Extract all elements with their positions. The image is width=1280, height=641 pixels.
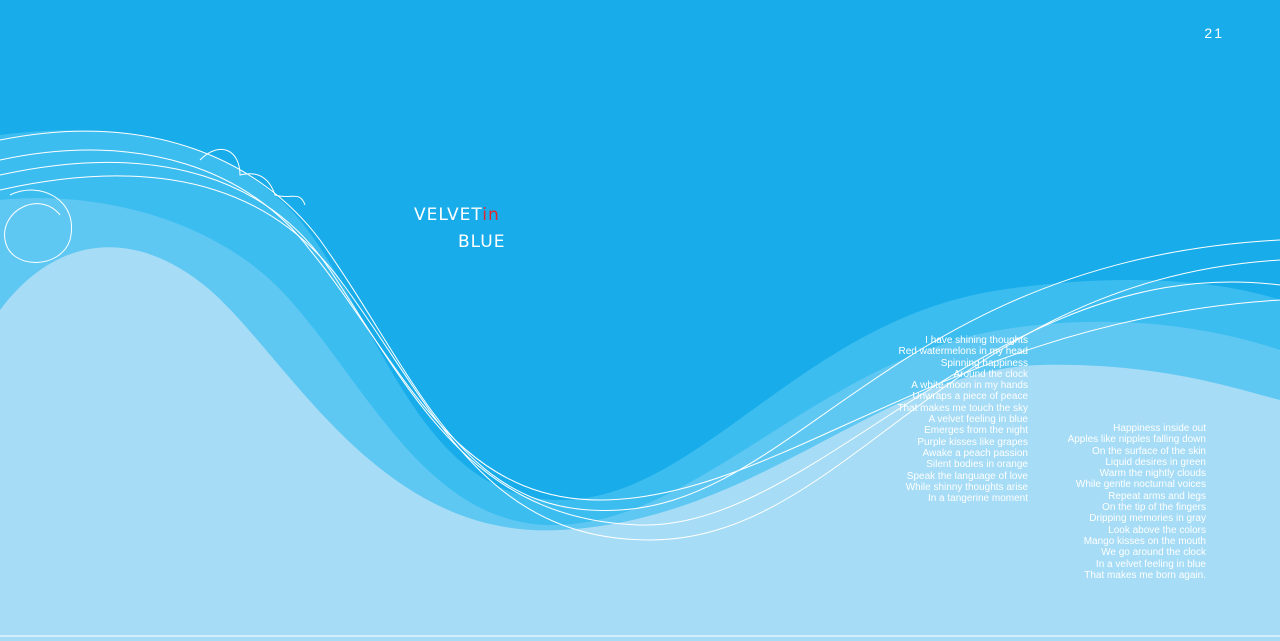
poem-line: Red watermelons in my head [898,346,1028,358]
poem-line: A white moon in my hands [911,380,1028,392]
page-number: 21 [1204,25,1224,41]
title-word: in [482,205,500,225]
poem-line: Happiness inside out [1113,423,1206,434]
poem-line: Look above the colors [1108,524,1206,536]
poem-line: Mango kisses on the mouth [1083,535,1206,547]
poem-line: Around the clock [953,368,1029,380]
poem-line: A velvet feeling in blue [928,414,1028,426]
poem-line: In a tangerine moment [927,493,1028,505]
poem-line: Unwraps a piece of peace [912,391,1028,403]
poem-line: That makes me touch the sky [897,402,1028,414]
poem-line: Emerges from the night [924,425,1028,437]
poem: Happiness inside out Apples like nipples … [1068,423,1206,581]
poem-line: Apples like nipples falling down [1067,434,1206,446]
poem-line: Spinning happiness [940,357,1028,369]
poem-line: Repeat arms and legs [1108,490,1206,502]
poem-line: In a velvet feeling in blue [1095,558,1206,570]
poem-line: Awake a peach passion [922,447,1028,459]
poem-line: Warm the nightly clouds [1099,468,1206,480]
poem-line: Silent bodies in orange [926,459,1028,471]
poem-line: On the surface of the skin [1092,445,1206,457]
poem-line: While gentle nocturnal voices [1075,479,1206,491]
title-word: BLUE [458,232,506,252]
poem-line: Speak the language of love [906,470,1028,482]
poem: I have shining thoughts Red watermelons i… [897,335,1028,504]
title-word: VELVET [414,205,483,225]
title: BLUE [458,232,505,252]
poem-line: We go around the clock [1101,547,1206,559]
poem-line: On the tip of the fingers [1102,502,1206,514]
poem-line: I have shining thoughts [925,335,1028,346]
poem-line: While shinny thoughts arise [905,481,1028,493]
poem-line: Dripping memories in gray [1089,513,1206,525]
poem-line: Purple kisses like grapes [917,436,1028,448]
poem-line: That makes me born again. [1084,569,1206,581]
title: VELVETin [414,205,500,225]
poem-line: Liquid desires in green [1105,456,1206,468]
